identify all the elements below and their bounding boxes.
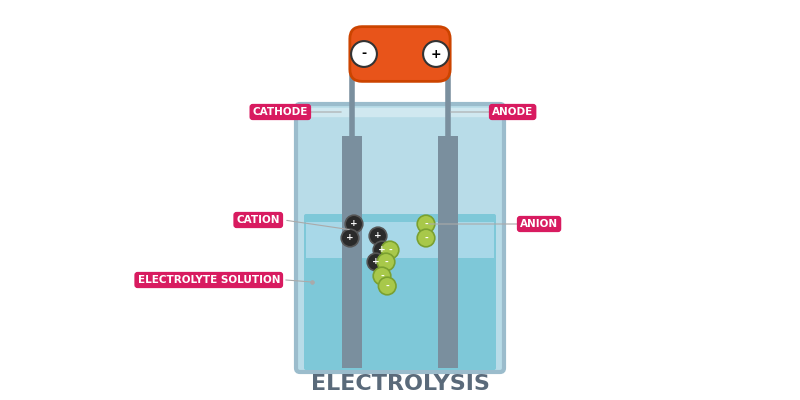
Circle shape (351, 41, 377, 67)
Circle shape (370, 227, 387, 245)
Text: ANION: ANION (520, 219, 558, 229)
Circle shape (378, 277, 396, 295)
FancyBboxPatch shape (296, 104, 504, 372)
Text: -: - (424, 234, 428, 242)
Text: +: + (378, 246, 386, 254)
Circle shape (381, 241, 398, 259)
Text: +: + (346, 234, 354, 242)
Text: +: + (374, 232, 382, 240)
Text: +: + (372, 258, 380, 266)
FancyBboxPatch shape (304, 214, 496, 370)
Text: CATHODE: CATHODE (253, 107, 308, 117)
Text: -: - (384, 258, 388, 266)
Text: -: - (388, 246, 392, 254)
Bar (438, 136, 458, 368)
Bar (304, 108, 496, 116)
Text: -: - (386, 282, 389, 290)
Circle shape (418, 229, 435, 247)
Circle shape (378, 253, 395, 271)
Circle shape (373, 267, 391, 285)
Circle shape (423, 41, 449, 67)
Text: -: - (380, 272, 384, 280)
Text: ELECTROLYTE SOLUTION: ELECTROLYTE SOLUTION (138, 275, 280, 285)
Text: +: + (430, 48, 442, 60)
Bar (342, 136, 362, 368)
Circle shape (367, 253, 385, 271)
Text: CATION: CATION (237, 215, 280, 225)
Polygon shape (306, 222, 494, 258)
Circle shape (418, 215, 435, 233)
FancyBboxPatch shape (350, 27, 450, 81)
Text: ANODE: ANODE (492, 107, 534, 117)
Text: ELECTROLYSIS: ELECTROLYSIS (310, 374, 490, 394)
Text: -: - (424, 220, 428, 228)
Text: +: + (350, 220, 358, 228)
Circle shape (373, 241, 391, 259)
Text: -: - (362, 48, 366, 60)
Circle shape (341, 229, 358, 247)
Circle shape (346, 215, 363, 233)
